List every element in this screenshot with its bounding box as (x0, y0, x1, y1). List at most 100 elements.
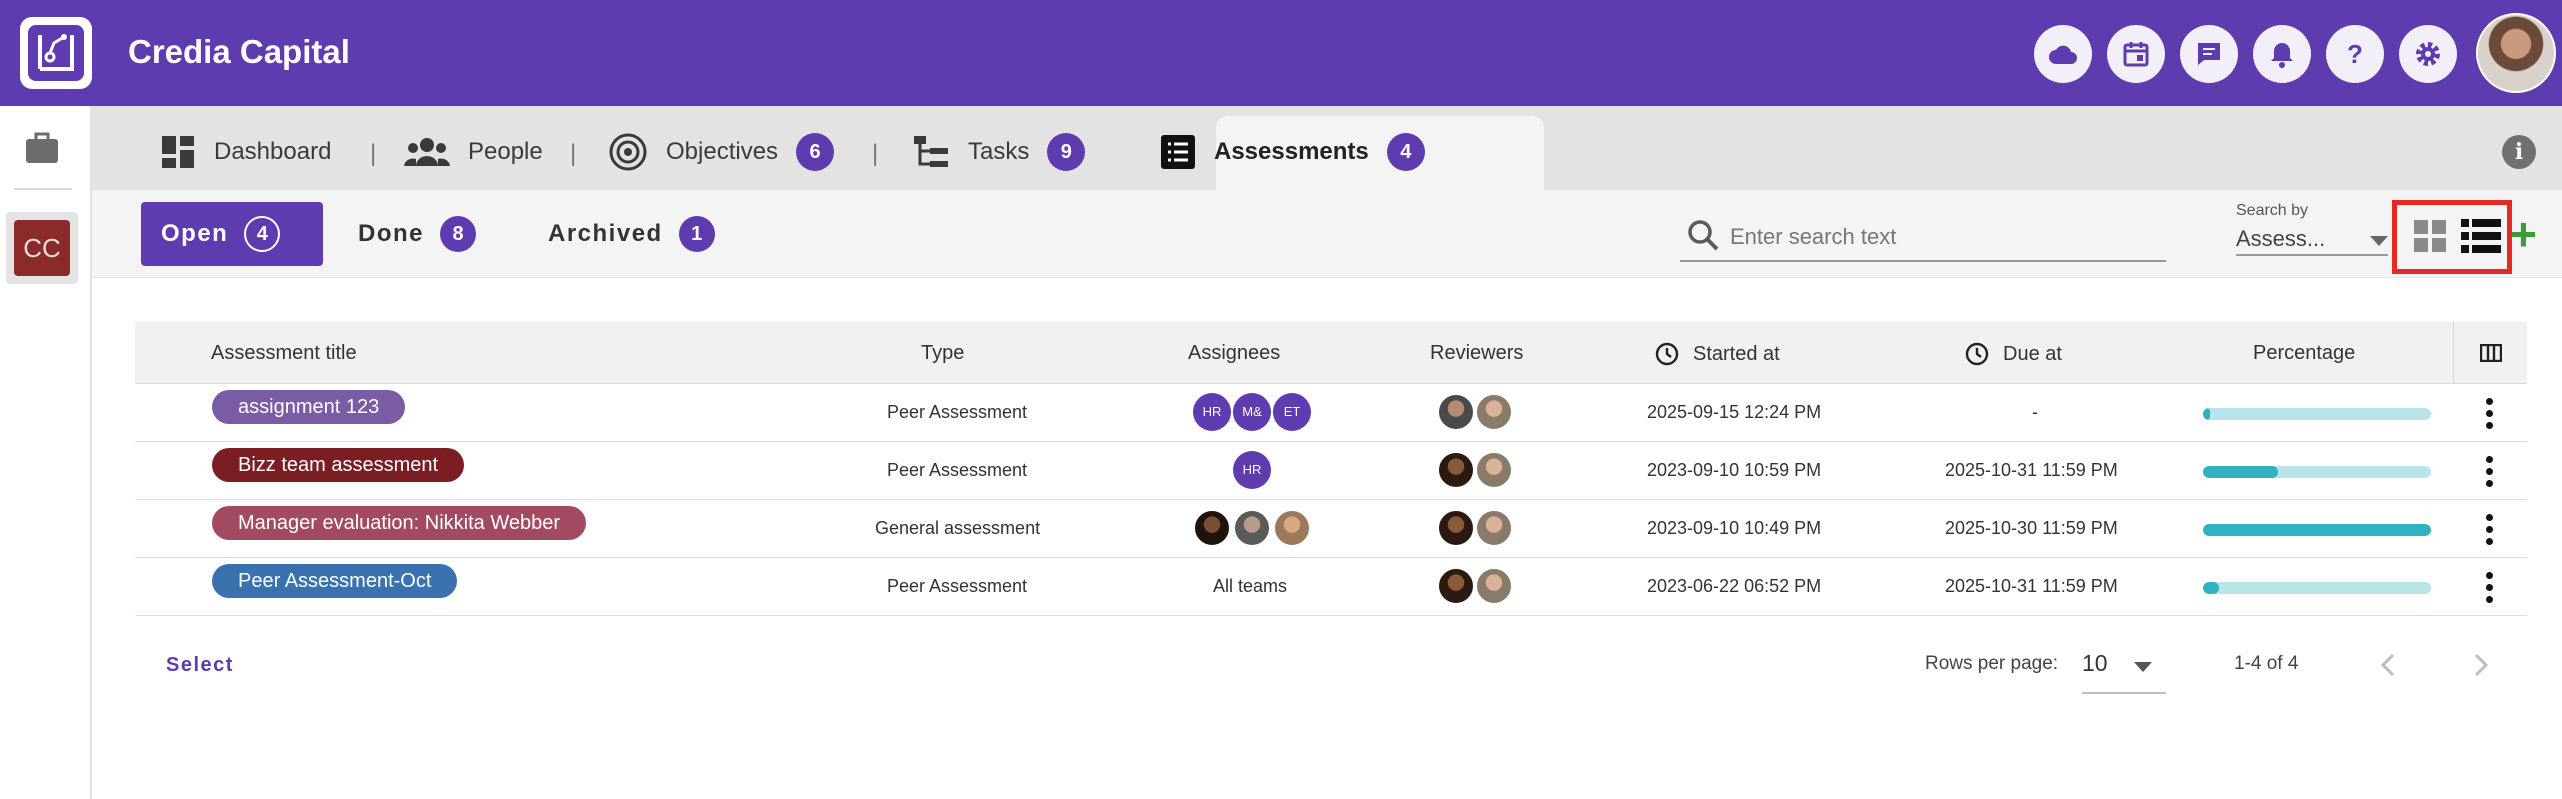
filter-count-badge: 8 (440, 216, 476, 252)
assessment-title: Peer Assessment-Oct (238, 570, 432, 592)
previous-page-button[interactable] (2372, 648, 2406, 682)
select-button[interactable]: Select (166, 654, 234, 676)
chevron-down-icon (2134, 662, 2152, 672)
bell-icon[interactable] (2253, 25, 2311, 83)
started-at: 2023-09-10 10:49 PM (1647, 518, 1822, 538)
reviewer-avatar (1437, 509, 1475, 547)
rows-per-page-select[interactable]: 10 (2082, 642, 2166, 694)
chevron-right-icon (2474, 653, 2489, 677)
assessment-title-chip[interactable]: Peer Assessment-Oct (212, 564, 458, 598)
assessment-title-chip[interactable]: Manager evaluation: Nikkita Webber (212, 506, 587, 540)
active-tab-background (1216, 116, 1544, 190)
assessment-title: Bizz team assessment (238, 454, 439, 476)
row-menu-icon[interactable] (2485, 514, 2495, 546)
percentage-bar (2203, 466, 2431, 478)
filter-toolbar: Open 4 Done 8 Archived 1 Search by Asses… (92, 190, 2562, 278)
chevron-left-icon (2380, 653, 2395, 677)
tab-label: Objectives (666, 138, 779, 165)
column-header-assignees[interactable]: Assignees (1188, 342, 1281, 364)
table-row[interactable]: Peer Assessment-Oct Peer Assessment All … (135, 558, 2527, 616)
table-row[interactable]: Manager evaluation: Nikkita Webber Gener… (135, 500, 2527, 558)
search-icon (1686, 218, 1720, 257)
rail-divider (14, 188, 72, 190)
assignee-avatar: HR (1233, 451, 1271, 489)
tab-separator: | (570, 140, 577, 167)
reviewer-avatar (1475, 509, 1513, 547)
filter-open[interactable]: Open 4 (141, 202, 323, 266)
view-toggle-highlight (2392, 200, 2512, 274)
filter-count-badge: 4 (244, 216, 281, 252)
dashboard-icon (160, 134, 196, 170)
tab-separator: | (872, 140, 879, 167)
settings-icon[interactable] (2399, 25, 2457, 83)
column-header-title[interactable]: Assessment title (211, 342, 357, 364)
search-by-select[interactable]: Search by Assess... (2236, 202, 2388, 256)
reviewer-avatar (1475, 451, 1513, 489)
list-icon (1160, 134, 1196, 170)
filter-count-badge: 1 (678, 216, 715, 252)
left-rail: CC (0, 106, 92, 799)
due-at: - (2032, 402, 2038, 422)
tab-tasks[interactable]: Tasks 9 (912, 132, 1086, 172)
chat-icon[interactable] (2180, 25, 2238, 83)
clock-icon (1655, 342, 1679, 366)
assignee-avatar: HR (1193, 393, 1231, 431)
app-logo[interactable] (20, 17, 92, 89)
column-header-started[interactable]: Started at (1655, 342, 1780, 366)
columns-settings-button[interactable] (2453, 322, 2527, 384)
column-header-percentage[interactable]: Percentage (2253, 342, 2356, 364)
grid-view-icon[interactable] (2413, 219, 2447, 258)
top-bar: Credia Capital ? (0, 0, 2562, 106)
tab-assessments[interactable]: Assessments 4 (1160, 132, 1425, 172)
filter-archived[interactable]: Archived 1 (528, 202, 735, 266)
started-at: 2023-09-10 10:59 PM (1647, 460, 1822, 480)
calendar-icon[interactable] (2107, 25, 2165, 83)
column-header-due[interactable]: Due at (1965, 342, 2062, 366)
filter-done[interactable]: Done 8 (338, 202, 496, 266)
assessment-title-chip[interactable]: assignment 123 (212, 390, 406, 424)
user-avatar[interactable] (2476, 13, 2556, 93)
next-page-button[interactable] (2463, 648, 2497, 682)
workspace-badge[interactable]: CC (14, 220, 70, 276)
assessment-type: General assessment (875, 518, 1041, 538)
assignees-text: All teams (1213, 576, 1288, 596)
tab-objectives[interactable]: Objectives 6 (608, 132, 835, 172)
list-view-icon[interactable] (2461, 218, 2501, 259)
reviewer-avatar (1475, 393, 1513, 431)
info-icon[interactable]: i (2502, 135, 2536, 169)
tab-label: Dashboard (214, 138, 332, 165)
column-header-type[interactable]: Type (921, 342, 965, 364)
column-header-label: Due at (2003, 342, 2062, 365)
row-menu-icon[interactable] (2485, 398, 2495, 430)
percentage-fill (2203, 582, 2219, 594)
rows-per-page-value: 10 (2082, 650, 2108, 676)
reviewer-avatar (1475, 567, 1513, 605)
add-assessment-button[interactable]: + (2510, 208, 2537, 260)
search-input[interactable] (1730, 224, 2150, 250)
tab-people[interactable]: People (404, 132, 543, 172)
help-icon[interactable]: ? (2326, 25, 2384, 83)
briefcase-icon[interactable] (22, 128, 62, 168)
assignee-avatar (1233, 509, 1271, 547)
filter-label: Done (358, 220, 424, 247)
row-menu-icon[interactable] (2485, 456, 2495, 488)
column-header-reviewers[interactable]: Reviewers (1430, 342, 1524, 364)
workspace-switcher[interactable]: CC (6, 212, 78, 284)
column-header-label: Started at (1693, 342, 1780, 365)
table-row[interactable]: Bizz team assessment Peer Assessment HR … (135, 442, 2527, 500)
started-at: 2025-09-15 12:24 PM (1647, 402, 1822, 422)
tab-bar: Dashboard | People | Objectives 6 | Task… (92, 106, 2562, 190)
assessment-title-chip[interactable]: Bizz team assessment (212, 448, 465, 482)
table-row[interactable]: assignment 123 Peer Assessment HR M& ET … (135, 384, 2527, 442)
due-at: 2025-10-31 11:59 PM (1945, 576, 2118, 596)
tab-dashboard[interactable]: Dashboard (160, 132, 331, 172)
people-icon (404, 136, 450, 168)
logo-icon (28, 25, 84, 81)
row-menu-icon[interactable] (2485, 572, 2495, 604)
due-at: 2025-10-30 11:59 PM (1945, 518, 2118, 538)
assessment-type: Peer Assessment (887, 460, 1028, 480)
svg-text:?: ? (2347, 40, 2363, 68)
percentage-fill (2203, 524, 2431, 536)
search-box[interactable] (1680, 214, 2166, 262)
cloud-icon[interactable] (2034, 25, 2092, 83)
